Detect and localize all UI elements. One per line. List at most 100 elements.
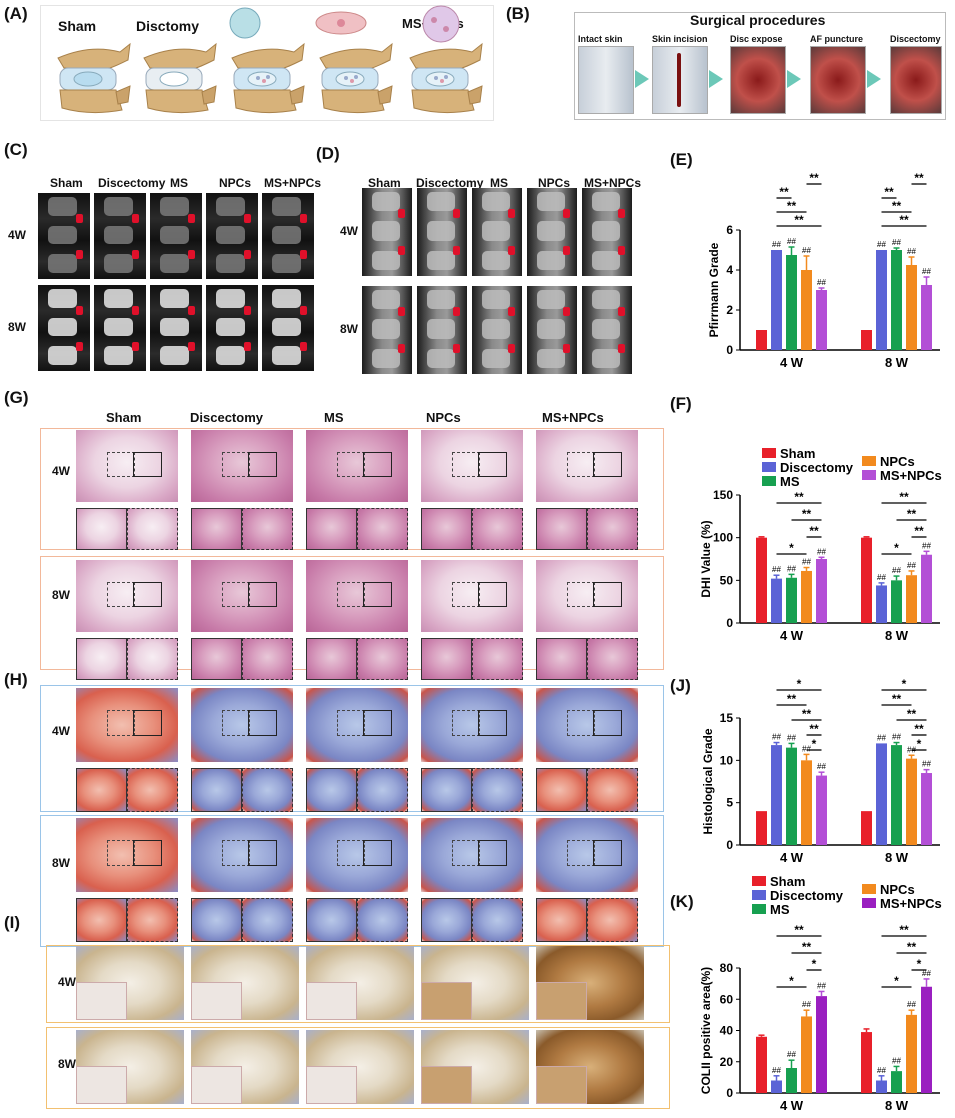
sig-star: ** [794, 490, 804, 504]
zoom-image-right [472, 768, 523, 812]
roi-rect-dashed [566, 581, 596, 607]
zoom-image-right [127, 768, 178, 812]
roi-rect-dashed [566, 710, 596, 736]
surgical-step-label-1: Skin incision [652, 34, 708, 44]
x-tick-label: 8 W [885, 850, 909, 865]
y-tick-label: 0 [726, 1086, 733, 1100]
vertebra-shape [427, 192, 455, 212]
significance-mark: ## [787, 564, 796, 573]
disc-marker-icon [188, 341, 195, 351]
vertebra-shape [372, 319, 400, 339]
legend-label-ms: MS [780, 474, 800, 489]
histology-inset [421, 1066, 472, 1104]
zoom-image-right [242, 508, 293, 550]
vertebra-shape [482, 221, 510, 241]
histology-image [421, 1030, 529, 1104]
sig-star: * [917, 957, 922, 971]
roi-rect [478, 840, 507, 866]
panelG-col-3: NPCs [426, 410, 461, 425]
y-axis-label: COLII positive area(%) [699, 967, 713, 1094]
y-tick-label: 50 [720, 573, 734, 587]
panelC-col-4: MS+NPCs [264, 176, 322, 190]
panelH-row-label-1: 8W [52, 856, 70, 870]
surgical-step-image [652, 46, 708, 114]
disc-marker-icon [244, 341, 251, 351]
vertebra-shape [482, 348, 510, 368]
roi-rect [593, 840, 622, 866]
vertebra-shape [272, 346, 301, 365]
legend-swatch-sham [752, 876, 766, 886]
zoom-image-right [357, 768, 408, 812]
bar-sham [861, 537, 872, 623]
panelC-col-1: Discectomy [98, 176, 166, 190]
vertebra-shape [537, 221, 565, 241]
histology-image [191, 430, 293, 502]
panel-b-title: Surgical procedures [690, 12, 826, 28]
roi-rect [593, 451, 622, 477]
bar-sham [756, 811, 767, 845]
roi-rect [133, 710, 162, 736]
bar-sham [756, 537, 767, 623]
roi-rect-dashed [106, 710, 136, 736]
roi-rect-dashed [566, 840, 596, 866]
sig-star: ** [787, 692, 797, 706]
sig-star: ** [779, 185, 789, 199]
imaging-cell [527, 286, 577, 374]
roi-rect-dashed [221, 581, 251, 607]
zoom-image-right [472, 898, 523, 942]
imaging-cell [262, 285, 314, 371]
zoom-image-left [306, 508, 357, 550]
disc-marker-icon [453, 209, 460, 219]
roi-rect [593, 581, 622, 607]
zoom-image-left [76, 898, 127, 942]
vertebra-shape [104, 317, 133, 337]
bar-npcs [906, 758, 917, 845]
spine-illustration [224, 38, 306, 116]
vertebra-shape [427, 348, 455, 368]
arrow-right-icon [867, 70, 881, 88]
disc-marker-icon [300, 213, 307, 223]
histology-image [191, 946, 299, 1020]
arrow-right-icon [787, 70, 801, 88]
legend-swatch-npcs [862, 884, 876, 894]
surgical-step-label-2: Disc expose [730, 34, 783, 44]
imaging-cell [362, 286, 412, 374]
vertebra-shape [592, 319, 620, 339]
x-tick-label: 8 W [885, 1098, 909, 1113]
imaging-cell [94, 193, 146, 279]
roi-rect-dashed [566, 451, 596, 477]
significance-mark: ## [877, 240, 886, 249]
zoom-image-left [421, 508, 472, 550]
surgical-step-label-4: Discectomy [890, 34, 941, 44]
legend-label-npcs: NPCs [880, 454, 915, 469]
roi-rect-dashed [221, 710, 251, 736]
vertebra-shape [427, 290, 455, 310]
disc-marker-icon [132, 341, 139, 351]
zoom-image-left [421, 638, 472, 680]
y-tick-label: 2 [726, 303, 733, 317]
bar-discectomy [876, 585, 887, 623]
disc-marker-icon [618, 344, 625, 354]
panelC-col-0: Sham [50, 176, 83, 190]
zoom-image-right [357, 508, 408, 550]
panelD-row-1: 8W [340, 322, 358, 336]
histology-image [76, 430, 178, 502]
surgical-step-image [730, 46, 786, 114]
bar-sham [861, 811, 872, 845]
imaging-cell [38, 193, 90, 279]
npcs-cell-icon [315, 11, 367, 35]
disc-marker-icon [618, 246, 625, 256]
zoom-image-right [472, 638, 523, 680]
histology-inset [76, 982, 127, 1020]
imaging-cell [206, 285, 258, 371]
vertebra-shape [427, 221, 455, 241]
bar-discectomy [876, 250, 887, 350]
bar-npcs [906, 1014, 917, 1093]
vertebra-shape [592, 290, 620, 310]
y-tick-label: 0 [726, 616, 733, 630]
panel-a-label-0: Sham [58, 18, 97, 34]
significance-mark: ## [772, 565, 781, 574]
imaging-cell [362, 188, 412, 276]
significance-mark: ## [817, 547, 826, 556]
